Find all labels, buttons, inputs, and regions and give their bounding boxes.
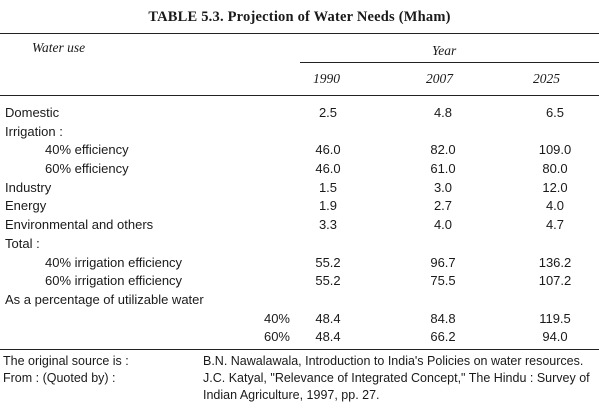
table-row: 40% efficiency 46.0 82.0 109.0 [0, 141, 599, 160]
value-1990: 3.3 [318, 217, 338, 233]
source-text: B.N. Nawalawala, Introduction to India's… [203, 354, 584, 368]
row-label: Energy [5, 198, 47, 214]
value-2007: 3.0 [433, 179, 453, 195]
value-1990: 48.4 [315, 310, 341, 326]
row-label: Industry [5, 179, 52, 195]
value-1990: 48.4 [315, 329, 341, 345]
quoted-text: J.C. Katyal, "Relevance of Integrated Co… [203, 371, 590, 385]
row-label: Environmental and others [5, 217, 154, 233]
row-label: Total : [5, 235, 40, 251]
value-2025: 136.2 [538, 254, 572, 270]
table-row: Industry 1.5 3.0 12.0 [0, 179, 599, 198]
table-title: TABLE 5.3. Projection of Water Needs (Mh… [148, 9, 451, 25]
value-2025: 119.5 [539, 310, 571, 326]
value-2007: 4.8 [433, 105, 453, 120]
table-row: Domestic 2.5 4.8 6.5 [0, 104, 599, 123]
row-label: 40% [263, 310, 290, 326]
table-row: 40% irrigation efficiency 55.2 96.7 136.2 [0, 254, 599, 273]
value-2007: 61.0 [430, 161, 456, 177]
row-label: 60% efficiency [45, 161, 129, 177]
table-row: Energy 1.9 2.7 4.0 [0, 197, 599, 216]
value-1990: 46.0 [315, 161, 341, 177]
row-label: As a percentage of utilizable water [5, 291, 204, 307]
value-2025: 80.0 [542, 161, 568, 177]
bottom-rule [0, 349, 599, 350]
value-1990: 46.0 [315, 142, 341, 158]
table-row: 60% efficiency 46.0 61.0 80.0 [0, 160, 599, 179]
source-line-continuation: Indian Agriculture, 1997, pp. 27. [203, 388, 380, 402]
value-2007: 66.2 [430, 329, 456, 345]
row-label: Domestic [5, 105, 60, 120]
source-line-quoted: From : (Quoted by) : J.C. Katyal, "Releva… [3, 370, 590, 387]
value-2007: 2.7 [433, 198, 453, 214]
year-2025-header: 2025 [533, 71, 560, 86]
value-2025: 6.5 [545, 105, 565, 120]
year-header: Year [432, 43, 457, 58]
value-2025: 109.0 [538, 142, 572, 158]
header-rule [0, 95, 599, 96]
row-label: 40% efficiency [45, 142, 129, 158]
table-row: 40% 48.4 84.8 119.5 [0, 310, 599, 329]
value-2025: 4.0 [545, 198, 565, 214]
value-1990: 55.2 [315, 273, 341, 289]
value-2007: 82.0 [430, 142, 456, 158]
year-1990-header: 1990 [313, 71, 340, 86]
value-2007: 75.5 [430, 273, 456, 289]
table-row: Environmental and others 3.3 4.0 4.7 [0, 216, 599, 235]
value-1990: 2.5 [318, 105, 338, 120]
year-2007-header: 2007 [426, 71, 453, 86]
table-row: Total : [0, 235, 599, 254]
quoted-label: From : (Quoted by) : [3, 371, 116, 385]
value-2025: 12.0 [542, 179, 568, 195]
top-rule [0, 33, 599, 34]
value-2025: 4.7 [545, 217, 565, 233]
source-line-original: The original source is : B.N. Nawalawala,… [3, 353, 583, 370]
value-2025: 107.2 [538, 273, 572, 289]
value-2007: 96.7 [430, 254, 456, 270]
table-body: Domestic 2.5 4.8 6.5 Irrigation : 40% efficie… [0, 104, 599, 347]
table-row: 60% 48.4 66.2 94.0 [0, 328, 599, 347]
value-2025: 94.0 [542, 329, 568, 345]
source-label: The original source is : [3, 354, 129, 368]
row-label: 60% [263, 329, 290, 345]
row-label: 40% irrigation efficiency [45, 254, 183, 270]
year-rule [300, 62, 599, 63]
table-row: Irrigation : [0, 123, 599, 142]
value-1990: 55.2 [315, 254, 341, 270]
row-label: Irrigation : [5, 123, 63, 139]
value-2007: 84.8 [430, 310, 456, 326]
water-use-header: Water use [32, 40, 86, 55]
value-2007: 4.0 [433, 217, 453, 233]
value-1990: 1.5 [318, 179, 338, 195]
table-row: 60% irrigation efficiency 55.2 75.5 107.2 [0, 272, 599, 291]
value-1990: 1.9 [318, 198, 338, 214]
row-label: 60% irrigation efficiency [45, 273, 183, 289]
table-row: As a percentage of utilizable water [0, 291, 599, 310]
